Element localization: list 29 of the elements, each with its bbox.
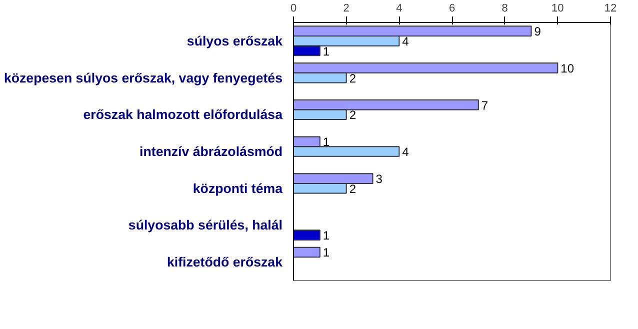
data-label: 2 <box>349 71 356 86</box>
x-tick-label: 0 <box>290 2 297 14</box>
x-tick-label: 6 <box>448 2 456 14</box>
data-label: 1 <box>322 44 330 58</box>
data-label: 4 <box>402 34 410 48</box>
y-tick-label: erőszak halmozott előfordulása <box>83 107 284 122</box>
data-label: 10 <box>560 61 574 76</box>
data-label: 2 <box>349 108 356 122</box>
data-label: 1 <box>322 246 330 260</box>
x-tick-label: 2 <box>343 2 350 14</box>
bar <box>294 230 320 240</box>
y-tick-label: közepesen súlyos erőszak, vagy fenyegetés <box>4 70 283 86</box>
data-label: 1 <box>322 228 330 243</box>
data-label: 3 <box>376 172 383 186</box>
bar <box>294 246 320 258</box>
y-tick-label: intenzív ábrázolásmód <box>140 144 283 159</box>
data-label: 9 <box>534 24 542 39</box>
y-tick-label: központi téma <box>192 180 284 196</box>
x-tick-label: 12 <box>604 2 617 14</box>
data-label: 2 <box>349 182 356 196</box>
data-label: 7 <box>481 98 488 112</box>
x-tick-label: 4 <box>396 2 402 14</box>
y-tick-label: kifizetődő erőszak <box>166 254 284 270</box>
y-tick-label: súlyosabb sérülés, halál <box>128 218 283 233</box>
data-label: 4 <box>402 145 410 159</box>
x-tick-label: 8 <box>502 2 508 14</box>
data-label: 1 <box>322 135 330 150</box>
x-tick-label: 10 <box>552 2 564 14</box>
y-tick-label: súlyos erőszak <box>186 33 284 48</box>
